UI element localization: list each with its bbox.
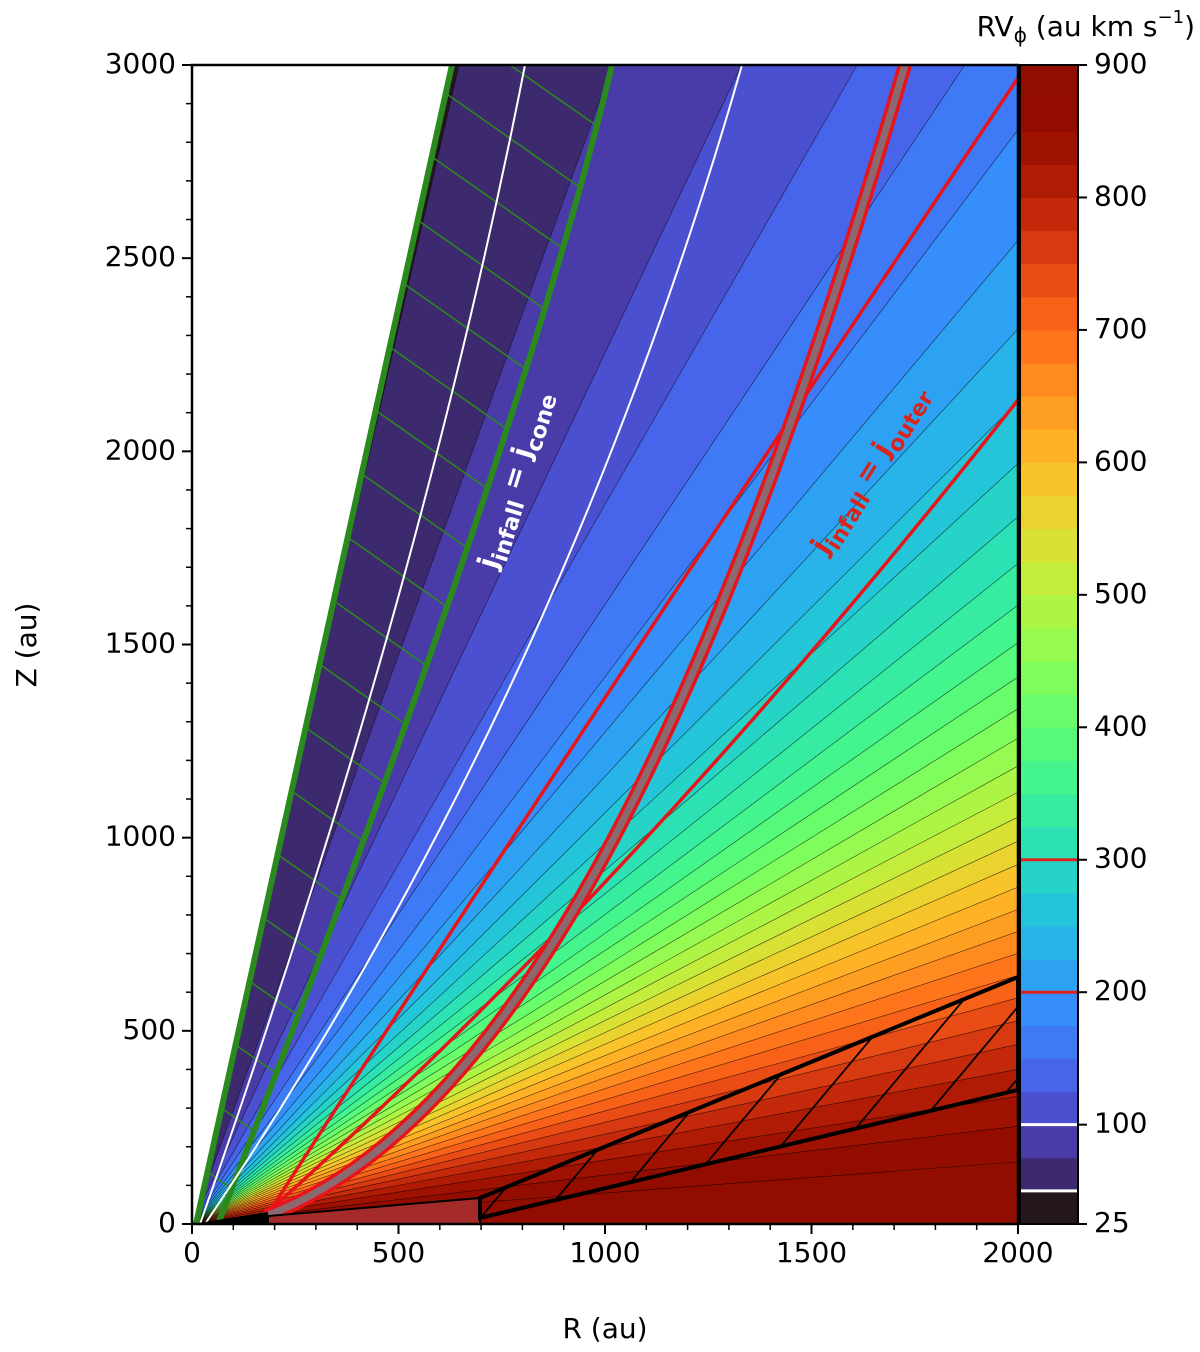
colorbar-band (1020, 1190, 1078, 1225)
contour-highlight (199, 65, 526, 1224)
colorbar-tick-label: 700 (1094, 312, 1147, 345)
y-tick-label: 2500 (105, 240, 176, 273)
x-tick-label: 2000 (982, 1236, 1053, 1269)
colorbar-band (1020, 495, 1078, 530)
contour-highlight (204, 65, 743, 1224)
colorbar-label-part: RV (977, 10, 1014, 43)
colorbar-band (1020, 98, 1078, 132)
colorbar-band (1020, 561, 1078, 596)
colorbar-tick-label: 500 (1094, 577, 1147, 610)
colorbar-label: RVϕ (au km s−1) (977, 7, 1195, 47)
colorbar-band (1020, 959, 1078, 993)
y-tick-label: 3000 (105, 47, 176, 80)
y-tick-label: 500 (123, 1013, 176, 1046)
colorbar-band (1020, 627, 1078, 662)
disk-core (192, 1212, 268, 1224)
overlays (192, 65, 1018, 1224)
colorbar-band (1020, 727, 1078, 761)
colorbar-label-part: (au km s (1027, 10, 1158, 43)
y-tick-label: 1000 (105, 820, 176, 853)
colorbar-band (1020, 1091, 1078, 1126)
outer-curve (266, 77, 1018, 1215)
colorbar-band (1020, 661, 1078, 695)
colorbar-band (1020, 1025, 1078, 1059)
colorbar-band (1020, 363, 1078, 397)
colorbar-band (1020, 396, 1078, 430)
colorbar-tick-label: 100 (1094, 1107, 1147, 1140)
colorbar-band (1020, 65, 1078, 99)
colorbar-band (1020, 263, 1078, 298)
colorbar-band (1020, 131, 1078, 165)
colorbar-label-part: ) (1184, 10, 1195, 43)
colorbar-tick-label: 25 (1094, 1206, 1130, 1239)
cone-hatch (196, 65, 612, 1224)
colorbar-band (1020, 197, 1078, 232)
colorbar-band (1020, 892, 1078, 927)
colorbar-tick-label: 300 (1094, 842, 1147, 875)
colorbar-band (1020, 329, 1078, 364)
colorbar-band (1020, 164, 1078, 198)
colorbar-band (1020, 793, 1078, 828)
colorbar-band (1020, 429, 1078, 463)
colorbar-band (1020, 1157, 1078, 1192)
outer-curve (266, 398, 1018, 1214)
x-axis-label: R (au) (562, 1312, 647, 1345)
colorbar-tick-label: 400 (1094, 709, 1147, 742)
colorbar-band (1020, 230, 1078, 265)
colorbar-band (1020, 694, 1078, 728)
y-tick-label: 1500 (105, 627, 176, 660)
colorbar-band (1020, 1124, 1078, 1159)
colorbar-band (1020, 462, 1078, 496)
colorbar-label-part: ϕ (1014, 23, 1027, 47)
colorbar-band (1020, 826, 1078, 861)
colorbar-band (1020, 859, 1078, 894)
colorbar-tick-label: 200 (1094, 974, 1147, 1007)
x-tick-label: 1000 (569, 1236, 640, 1269)
outer-band (264, 65, 909, 1220)
x-tick-label: 500 (372, 1236, 425, 1269)
colorbar-label-part: −1 (1158, 7, 1185, 28)
y-tick-label: 2000 (105, 433, 176, 466)
cone-edge (215, 65, 615, 1224)
y-axis-label: Z (au) (10, 603, 43, 688)
y-tick-label: 0 (158, 1206, 176, 1239)
colorbar-band (1020, 1058, 1078, 1093)
colorbar-tick-label: 900 (1094, 47, 1147, 80)
colorbar-band (1020, 594, 1078, 629)
colorbar-band (1020, 296, 1078, 331)
x-tick-label: 0 (183, 1236, 201, 1269)
colorbar-tick-label: 800 (1094, 179, 1147, 212)
colorbar-band (1020, 528, 1078, 563)
x-tick-label: 1500 (776, 1236, 847, 1269)
colorbar-band (1020, 992, 1078, 1026)
colorbar-tick-label: 600 (1094, 444, 1147, 477)
colorbar-band (1020, 925, 1078, 960)
cone-edge (193, 65, 455, 1224)
colorbar-band (1020, 760, 1078, 795)
colorbar-frame (1019, 64, 1079, 1225)
disk-hatch (478, 974, 1018, 1221)
